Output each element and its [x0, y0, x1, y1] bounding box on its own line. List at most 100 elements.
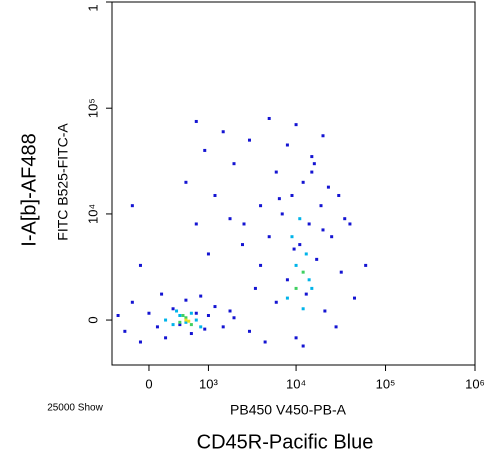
point	[292, 247, 296, 251]
point	[339, 270, 343, 274]
point	[253, 286, 257, 290]
point	[352, 296, 356, 300]
y-tick-label: 0	[85, 316, 100, 323]
point	[184, 318, 188, 322]
point	[199, 325, 203, 329]
point	[228, 309, 232, 313]
point	[228, 217, 232, 221]
point	[290, 193, 294, 197]
point	[364, 263, 368, 267]
point	[263, 340, 267, 344]
point	[189, 311, 193, 315]
point	[206, 313, 210, 317]
point	[323, 309, 327, 313]
point	[259, 263, 263, 267]
point	[307, 222, 311, 226]
point	[171, 323, 175, 327]
point	[181, 313, 185, 317]
point	[277, 197, 281, 201]
point	[116, 313, 120, 317]
x-tick-label: 10⁵	[376, 376, 396, 391]
point	[337, 193, 341, 197]
point	[138, 263, 142, 267]
point	[247, 138, 251, 142]
y-tick-label: 1	[85, 4, 100, 11]
point	[160, 292, 164, 296]
point	[259, 204, 263, 208]
point	[221, 325, 225, 329]
point	[274, 300, 278, 304]
point	[213, 193, 217, 197]
point	[189, 323, 193, 327]
point	[274, 170, 278, 174]
point	[178, 323, 182, 327]
point	[189, 332, 193, 336]
point	[242, 222, 246, 226]
x-tick-label: 0	[145, 376, 152, 391]
point	[184, 316, 188, 320]
point	[206, 252, 210, 256]
point	[307, 278, 311, 282]
point	[138, 340, 142, 344]
point	[187, 319, 191, 323]
point	[294, 336, 298, 340]
point	[285, 143, 289, 147]
point	[147, 311, 151, 315]
point	[304, 252, 308, 256]
point	[164, 336, 168, 340]
y-axis-title: I-A[b]-AF488	[18, 133, 40, 246]
y-tick-label: 10⁴	[85, 204, 100, 224]
plot-frame	[111, 1, 476, 366]
x-tick-label: 10³	[199, 376, 218, 391]
point	[203, 327, 207, 331]
point	[285, 278, 289, 282]
point	[321, 228, 325, 232]
point	[326, 185, 330, 189]
point	[213, 305, 217, 309]
point	[298, 243, 302, 247]
point	[130, 300, 134, 304]
point	[164, 318, 168, 322]
x-axis-label: PB450 V450-PB-A	[230, 402, 347, 418]
point	[203, 148, 207, 152]
point	[304, 292, 308, 296]
point	[232, 162, 236, 166]
point	[194, 318, 198, 322]
point	[184, 320, 188, 324]
point	[310, 286, 314, 290]
point	[267, 116, 271, 120]
point	[175, 309, 179, 313]
point	[194, 222, 198, 226]
x-tick-label: 10⁴	[286, 376, 306, 391]
point	[290, 235, 294, 239]
point	[178, 320, 182, 324]
y-axis-label: FITC B525-FITC-A	[55, 123, 71, 241]
point	[267, 235, 271, 239]
point	[312, 162, 316, 166]
point	[301, 344, 305, 348]
point	[321, 134, 325, 138]
point	[171, 307, 175, 311]
y-tick-label: 10⁵	[85, 98, 100, 118]
point	[298, 217, 302, 221]
point	[199, 294, 203, 298]
point	[130, 204, 134, 208]
point	[315, 257, 319, 261]
point	[301, 180, 305, 184]
point	[294, 123, 298, 127]
point	[232, 316, 236, 320]
point	[330, 235, 334, 239]
point	[194, 119, 198, 123]
point	[343, 217, 347, 221]
point	[301, 307, 305, 311]
point	[123, 329, 127, 333]
point	[241, 243, 245, 247]
point	[294, 263, 298, 267]
point	[194, 311, 198, 315]
point	[301, 270, 305, 274]
chart-title: CD45R-Pacific Blue	[197, 431, 374, 453]
point	[184, 180, 188, 184]
annotation: 25000 Show	[47, 403, 103, 414]
point	[294, 286, 298, 290]
